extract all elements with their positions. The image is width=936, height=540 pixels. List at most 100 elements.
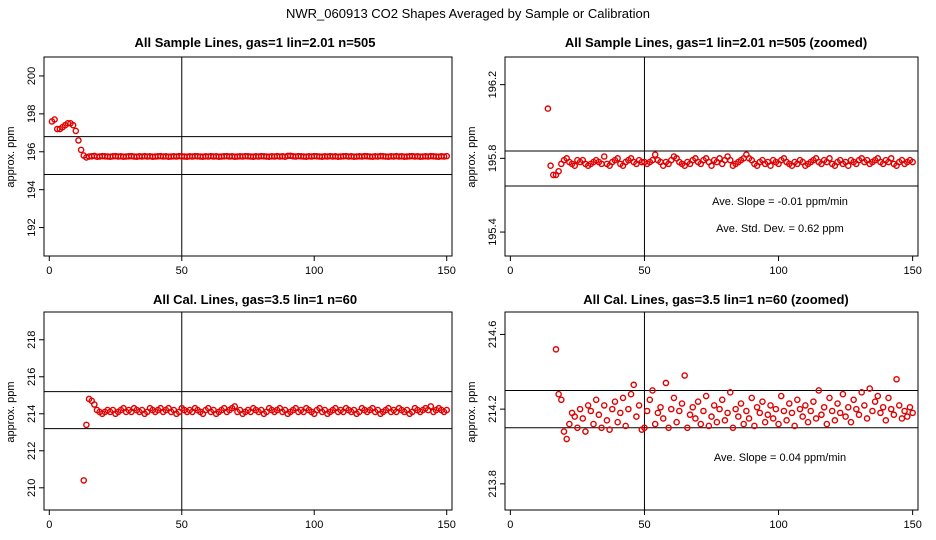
- data-point: [844, 162, 852, 170]
- data-point: [571, 413, 579, 420]
- data-point: [847, 418, 855, 426]
- data-point: [676, 407, 683, 415]
- data-point: [842, 413, 849, 420]
- annotation-text: Ave. Std. Dev. = 0.62 ppm: [716, 223, 844, 235]
- data-point: [549, 171, 557, 179]
- y-tick-label: 212: [26, 442, 38, 460]
- data-point: [69, 121, 77, 129]
- data-point: [909, 158, 916, 166]
- x-tick-label: 100: [305, 519, 323, 531]
- x-tick-label: 150: [438, 519, 456, 531]
- data-point: [783, 417, 790, 424]
- data-point: [678, 400, 686, 407]
- data-point: [726, 389, 734, 396]
- data-point: [815, 387, 823, 394]
- data-point: [756, 409, 764, 417]
- data-point: [649, 387, 656, 394]
- data-point: [231, 403, 239, 410]
- x-tick-label: 50: [638, 519, 650, 531]
- panel-title: All Sample Lines, gas=1 lin=2.01 n=505 (…: [565, 35, 867, 50]
- data-point: [694, 398, 702, 405]
- x-tick-label: 100: [769, 519, 787, 531]
- data-point: [587, 407, 595, 415]
- data-point: [427, 403, 435, 410]
- data-point: [903, 413, 911, 420]
- y-tick-label: 218: [26, 331, 38, 349]
- data-point: [810, 398, 817, 405]
- data-point: [745, 415, 753, 422]
- data-point: [547, 162, 554, 170]
- data-point: [80, 477, 88, 484]
- y-tick-label: 192: [26, 218, 38, 236]
- y-tick-label: 216: [26, 368, 38, 386]
- data-point: [566, 420, 573, 428]
- y-tick-label: 196: [26, 143, 38, 161]
- data-point: [708, 162, 715, 170]
- x-tick-label: 0: [507, 519, 513, 531]
- data-point: [769, 415, 777, 422]
- y-tick-label: 196.2: [487, 71, 499, 99]
- panel-title: All Cal. Lines, gas=3.5 lin=1 n=60 (zoom…: [583, 292, 849, 307]
- data-point: [692, 415, 699, 422]
- data-point: [767, 162, 774, 170]
- data-point: [863, 415, 871, 422]
- data-point: [794, 396, 801, 404]
- plot-frame: [43, 311, 453, 511]
- data-point: [796, 405, 804, 413]
- data-point: [844, 403, 852, 411]
- plot-frame: [504, 311, 919, 511]
- x-tick-label: 150: [438, 265, 456, 277]
- data-point: [777, 392, 785, 400]
- data-point: [643, 407, 651, 415]
- data-point: [702, 392, 710, 400]
- data-point: [625, 405, 632, 413]
- data-point: [635, 402, 643, 409]
- data-point: [654, 409, 662, 417]
- data-point: [608, 405, 616, 413]
- data-point: [555, 167, 562, 175]
- data-point: [689, 403, 697, 411]
- data-point: [555, 390, 562, 398]
- x-tick-label: 150: [903, 265, 921, 277]
- data-point: [802, 402, 809, 409]
- x-tick-label: 100: [769, 265, 787, 277]
- data-point: [753, 403, 761, 411]
- data-point: [764, 411, 772, 419]
- data-point: [646, 396, 654, 404]
- panel-sample-lines-zoomed: All Sample Lines, gas=1 lin=2.01 n=505 (…: [466, 35, 922, 277]
- x-tick-label: 50: [638, 265, 650, 277]
- data-point: [828, 407, 836, 415]
- data-point: [740, 420, 747, 428]
- data-point: [839, 390, 847, 398]
- data-point: [716, 405, 723, 413]
- data-point: [563, 435, 570, 443]
- data-point: [804, 418, 812, 426]
- data-point: [713, 418, 721, 426]
- data-point: [788, 409, 796, 417]
- data-point: [552, 346, 560, 353]
- y-axis-label: approx. ppm: [466, 126, 478, 187]
- data-point: [850, 396, 857, 404]
- data-point: [440, 153, 448, 160]
- data-point: [651, 420, 659, 428]
- data-point: [598, 424, 605, 432]
- data-point: [697, 420, 705, 428]
- data-point: [767, 402, 774, 409]
- data-point: [614, 418, 621, 426]
- data-point: [780, 407, 788, 415]
- panel-title: All Sample Lines, gas=1 lin=2.01 n=505: [135, 35, 376, 50]
- y-tick-label: 198: [26, 105, 38, 123]
- data-point: [879, 403, 887, 411]
- data-point: [869, 407, 876, 415]
- data-point: [831, 417, 839, 424]
- data-point: [732, 405, 739, 413]
- data-point: [576, 405, 584, 413]
- y-tick-label: 200: [26, 67, 38, 85]
- data-point: [807, 407, 815, 415]
- data-point: [627, 390, 635, 398]
- x-tick-label: 0: [46, 519, 52, 531]
- data-point: [638, 158, 646, 166]
- data-point: [603, 417, 611, 424]
- figure-title: NWR_060913 CO2 Shapes Averaged by Sample…: [286, 6, 650, 21]
- data-point: [558, 396, 565, 404]
